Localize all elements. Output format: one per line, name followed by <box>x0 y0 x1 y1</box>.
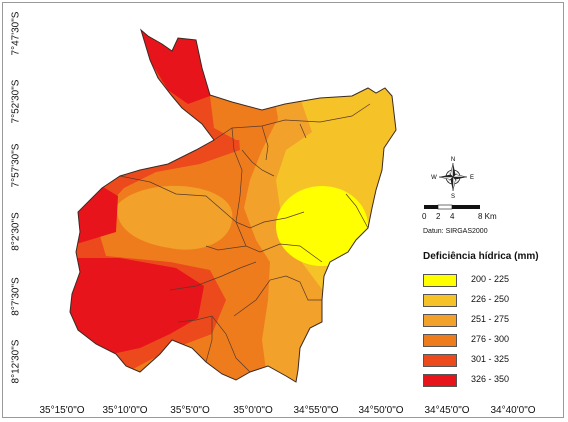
legend-swatch <box>423 274 457 287</box>
legend-label: 251 - 275 <box>471 314 510 324</box>
legend-swatch <box>423 354 457 367</box>
municipal-borders <box>119 103 371 373</box>
legend-swatch <box>423 374 457 387</box>
lon-label: 34°45'0"O <box>424 405 470 416</box>
zone-326-350 <box>70 30 210 380</box>
scale-bar <box>424 204 480 210</box>
compass-rose-icon: N S E W <box>431 157 474 200</box>
lon-label: 35°15'0"O <box>39 405 85 416</box>
lon-label: 34°55'0"O <box>293 405 339 416</box>
legend-swatch <box>423 294 457 307</box>
legend-swatch <box>423 334 457 347</box>
map-frame <box>2 2 564 418</box>
zone-200-225 <box>276 186 368 266</box>
scale-tick: 2 <box>436 212 441 221</box>
zone-251-275-inner <box>117 185 233 250</box>
legend-label: 276 - 300 <box>471 334 510 344</box>
lon-label: 34°50'0"O <box>358 405 404 416</box>
legend-title: Deficiência hídrica (mm) <box>423 251 539 262</box>
compass-s: S <box>451 194 455 200</box>
legend-label: 326 - 350 <box>471 374 510 384</box>
legend-label: 200 - 225 <box>471 274 510 284</box>
lon-label: 34°40'0"O <box>490 405 536 416</box>
compass-w: W <box>431 175 437 181</box>
scale-tick: 8 Km <box>478 212 497 221</box>
legend-swatch <box>423 314 457 327</box>
legend-label: 226 - 250 <box>471 294 510 304</box>
lon-label: 35°5'0"O <box>170 405 210 416</box>
legend-label: 301 - 325 <box>471 354 510 364</box>
compass-e: E <box>470 175 474 181</box>
compass-n: N <box>451 157 455 163</box>
lon-label: 35°0'0"O <box>233 405 273 416</box>
scale-tick: 4 <box>450 212 455 221</box>
lon-label: 35°10'0"O <box>102 405 148 416</box>
datum-label: Datun: SIRGAS2000 <box>423 228 488 235</box>
scale-tick: 0 <box>422 212 427 221</box>
